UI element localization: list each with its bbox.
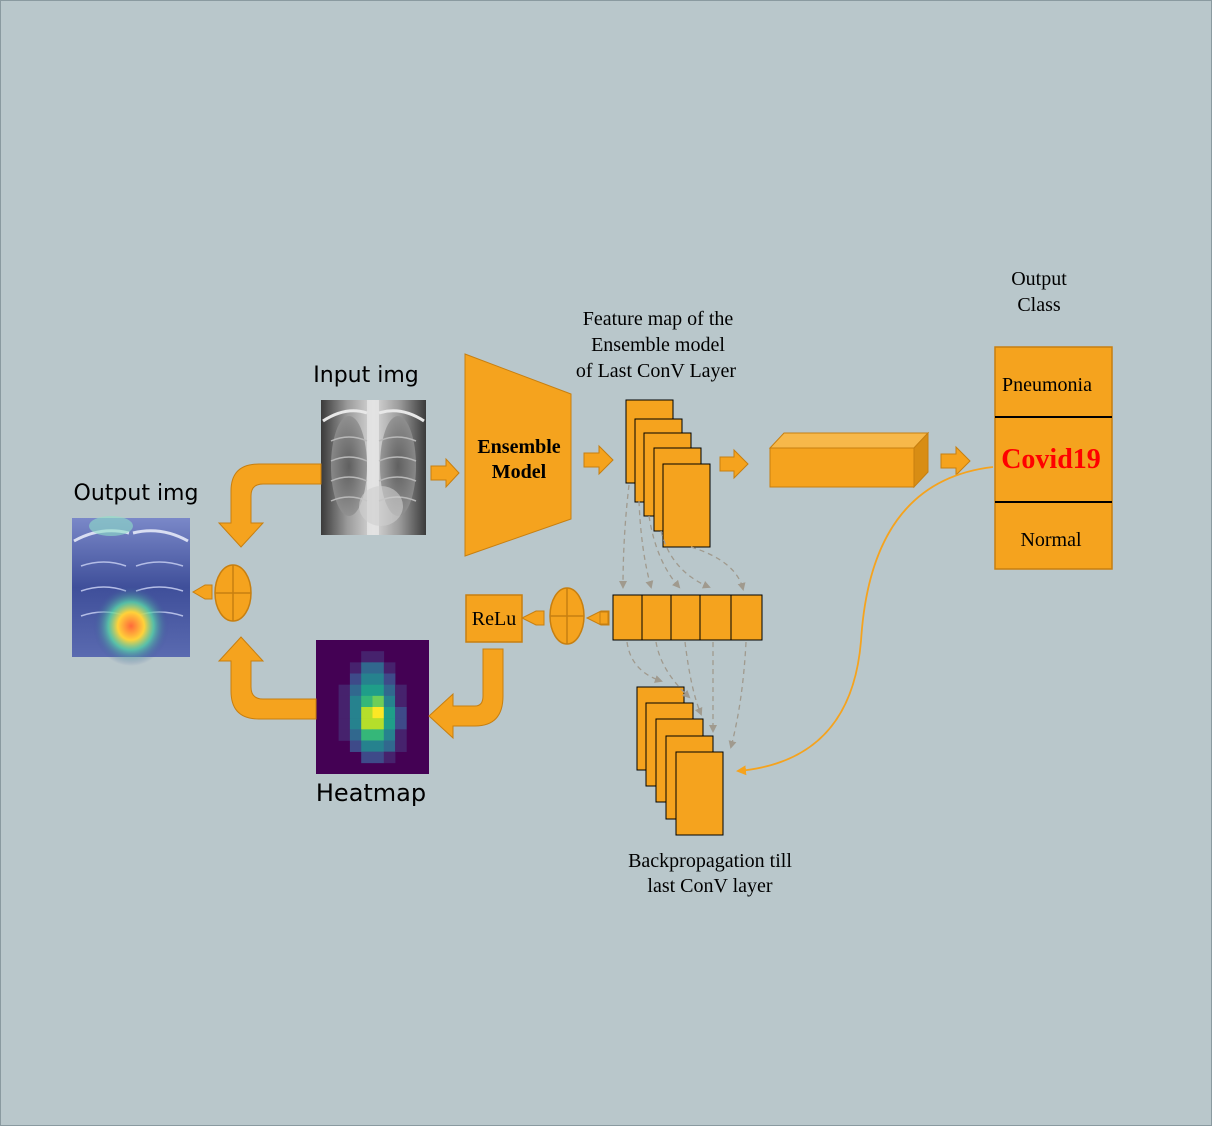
feature-map-5 xyxy=(662,463,711,548)
weighted-sum-operator xyxy=(549,587,585,645)
heatmap-cell xyxy=(383,718,396,730)
output-overlay-image xyxy=(72,516,190,666)
heatmap-cell xyxy=(395,707,407,719)
curved-block-arrows xyxy=(217,463,504,740)
heatmap-cell xyxy=(349,718,362,730)
heatmap-label: Heatmap xyxy=(316,779,426,807)
feature-map-label-line2: Ensemble model xyxy=(591,334,725,356)
combine-operator xyxy=(214,564,252,622)
heatmap-cell xyxy=(361,729,373,741)
class-covid19: Covid19 xyxy=(1001,444,1101,475)
feature-map-stack xyxy=(625,399,711,548)
heatmap-cell xyxy=(383,740,396,752)
heatmap-cell xyxy=(383,673,396,685)
heatmap-cell xyxy=(349,695,362,708)
backprop-label-line1: Backpropagation till xyxy=(628,850,792,872)
output-class-label-line1: Output xyxy=(1011,268,1067,290)
heatmap-cell xyxy=(395,695,407,708)
arrow-weights-to-sum xyxy=(585,610,610,626)
heatmap-cell xyxy=(372,684,385,697)
heatmap-cell xyxy=(361,751,373,764)
heatmap-cell xyxy=(372,729,385,741)
heatmap-cell xyxy=(361,684,373,697)
output-class-label-line2: Class xyxy=(1017,294,1061,316)
relu-label: ReLu xyxy=(472,608,516,630)
heatmap-cell xyxy=(349,740,362,752)
heatmap-cell xyxy=(338,718,351,730)
ensemble-label-line2: Model xyxy=(492,461,547,483)
gradient-weight-vector xyxy=(612,594,763,641)
arrow-heatmap-to-combine xyxy=(217,636,317,720)
backprop-label-line2: last ConV layer xyxy=(647,875,773,897)
arrow-input-to-combine xyxy=(217,463,322,548)
heatmap-cell xyxy=(361,695,373,708)
heatmap-cell xyxy=(338,707,351,719)
arrow-model-to-featuremap xyxy=(583,444,614,476)
forward-arrows xyxy=(192,444,971,626)
feature-map-label-line3: of Last ConV Layer xyxy=(576,360,736,382)
heatmap-image xyxy=(316,640,429,774)
heatmap-cell xyxy=(372,740,385,752)
arrow-combine-to-output xyxy=(192,584,213,600)
heatmap-cell xyxy=(383,729,396,741)
output-img-label: Output img xyxy=(74,481,199,506)
heatmap-cell xyxy=(338,695,351,708)
heatmap-cell xyxy=(349,673,362,685)
heatmap-cell xyxy=(372,718,385,730)
heatmap-cell xyxy=(361,651,373,663)
heatmap-cell xyxy=(349,707,362,719)
arrow-featuremap-to-fc xyxy=(719,448,749,480)
feature-map-label-line1: Feature map of the xyxy=(583,308,734,330)
dashed-gradient-arrows xyxy=(619,484,747,749)
arrow-relu-to-heatmap xyxy=(428,648,504,740)
heatmap-cell xyxy=(395,729,407,741)
heatmap-cell xyxy=(349,684,362,697)
arrow-fc-to-classes xyxy=(940,445,971,477)
heatmap-cell xyxy=(395,684,407,697)
fully-connected-block xyxy=(768,431,930,489)
input-img-label: Input img xyxy=(313,363,418,388)
ensemble-model-block: Ensemble Model xyxy=(464,353,572,557)
heatmap-cell xyxy=(383,707,396,719)
heatmap-cell xyxy=(361,718,373,730)
heatmap-cell xyxy=(349,729,362,741)
backprop-map-5 xyxy=(675,751,724,836)
heatmap-cell xyxy=(361,740,373,752)
heatmap-cell xyxy=(383,751,396,764)
heatmap-cell xyxy=(383,684,396,697)
relu-block: ReLu xyxy=(465,594,523,643)
heatmap-cell xyxy=(372,751,385,764)
heatmap-cell xyxy=(383,662,396,674)
heatmap-cell xyxy=(349,662,362,674)
heatmap-cell xyxy=(338,684,351,697)
heatmap-cell xyxy=(361,707,373,719)
heatmap-cell xyxy=(372,695,385,708)
input-xray-image xyxy=(321,400,426,535)
heatmap-cell xyxy=(372,651,385,663)
backprop-curve-arrow xyxy=(736,466,994,776)
heatmap-cell xyxy=(338,729,351,741)
class-pneumonia: Pneumonia xyxy=(1002,374,1092,396)
ensemble-label-line1: Ensemble xyxy=(477,436,560,458)
heatmap-cell xyxy=(372,662,385,674)
backprop-map-stack xyxy=(636,686,724,836)
arrow-sum-to-relu xyxy=(520,610,545,626)
heatmap-cell xyxy=(372,707,385,719)
class-normal: Normal xyxy=(1020,529,1082,551)
heatmap-cell xyxy=(395,718,407,730)
arrow-input-to-model xyxy=(430,457,460,489)
heatmap-cell xyxy=(361,662,373,674)
heatmap-cell xyxy=(383,695,396,708)
heatmap-cell xyxy=(372,673,385,685)
heatmap-cell xyxy=(395,740,407,752)
output-class-table: Pneumonia Covid19 Normal xyxy=(994,346,1113,570)
heatmap-cell xyxy=(361,673,373,685)
